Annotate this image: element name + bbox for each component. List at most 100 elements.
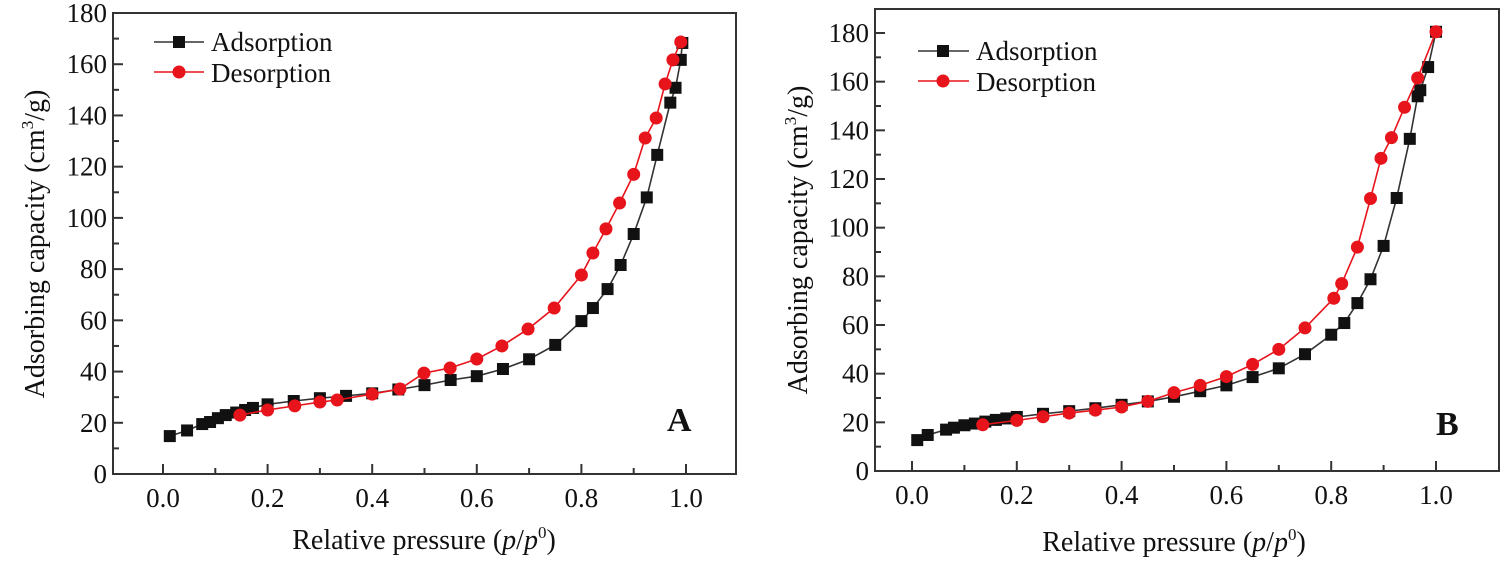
- y-tick-label: 60: [80, 305, 107, 335]
- adsorption-point: [586, 302, 599, 315]
- legend-desorption-marker: [936, 74, 950, 88]
- desorption-point: [1036, 410, 1050, 424]
- adsorption-point: [181, 424, 194, 437]
- adsorption-point: [1390, 191, 1403, 204]
- desorption-point: [674, 35, 688, 49]
- desorption-point: [521, 322, 535, 336]
- adsorption-point: [496, 362, 509, 375]
- legend-adsorption-label: Adsorption: [211, 27, 333, 57]
- y-tick-label: 100: [67, 203, 108, 233]
- adsorption-point: [1414, 84, 1427, 97]
- desorption-point: [1167, 386, 1181, 400]
- x-axis-title: Relative pressure (p/p0): [292, 523, 556, 556]
- series-adsorption: [163, 36, 689, 443]
- y-axis-title: Adsorbing capacity (cm3/g): [781, 86, 814, 395]
- desorption-point: [261, 403, 275, 417]
- desorption-point: [1350, 240, 1364, 254]
- legend-adsorption-marker: [937, 45, 949, 57]
- legend: Adsorption Desorption: [154, 27, 333, 88]
- y-tick-label: 180: [67, 0, 108, 28]
- legend: Adsorption Desorption: [918, 36, 1098, 97]
- x-title-close: ): [546, 525, 555, 556]
- y-tick-label: 160: [829, 67, 870, 97]
- y-tick-label: 80: [842, 261, 869, 291]
- y-tick-label: 100: [829, 213, 870, 243]
- x-tick-label: 0.2: [251, 483, 285, 513]
- desorption-point: [417, 366, 431, 380]
- x-tick-label: 0.0: [895, 480, 929, 510]
- x-axis-title: Relative pressure (p/p0): [1042, 525, 1306, 558]
- desorption-point: [574, 268, 588, 282]
- desorption-point: [393, 382, 407, 396]
- adsorption-point: [575, 315, 588, 328]
- y-tick-label: 40: [80, 357, 107, 387]
- y-axis-title: Adsorbing capacity (cm3/g): [18, 90, 51, 399]
- adsorption-point: [669, 81, 682, 94]
- axes-layer: 0.0 0.2 0.4 0.6 0.8 1.0 0 20 40 60 80 100 120 140 160 1…: [829, 8, 1500, 510]
- x-title-p1: p: [1250, 527, 1266, 558]
- adsorption-point: [418, 379, 431, 392]
- y-tick-label: 0: [856, 456, 870, 486]
- desorption-point: [627, 167, 641, 181]
- x-title-slash: /: [1266, 527, 1274, 558]
- x-title-sup: 0: [1288, 525, 1297, 544]
- adsorption-point: [651, 148, 664, 161]
- desorption-point: [365, 387, 379, 401]
- y-tick-label: 180: [829, 18, 870, 48]
- panel-label: A: [667, 402, 692, 439]
- x-title-main: Relative pressure (: [292, 525, 502, 556]
- desorption-point: [1298, 321, 1312, 335]
- x-tick-label: 1.0: [1419, 480, 1453, 510]
- adsorption-point: [627, 228, 640, 241]
- adsorption-point: [1422, 61, 1435, 74]
- legend-desorption-label: Desorption: [211, 58, 331, 88]
- desorption-point: [443, 361, 457, 375]
- legend-desorption-label: Desorption: [976, 67, 1096, 97]
- desorption-point: [613, 196, 627, 210]
- adsorption-point: [614, 259, 627, 272]
- y-tick-label: 20: [80, 408, 107, 438]
- desorption-point: [1327, 291, 1341, 305]
- desorption-point: [470, 352, 484, 366]
- series-desorption: [233, 35, 688, 422]
- y-tick-label: 60: [842, 310, 869, 340]
- adsorption-point: [921, 428, 934, 441]
- series-desorption: [976, 25, 1443, 432]
- desorption-point: [1088, 403, 1102, 417]
- desorption-point: [330, 393, 344, 407]
- desorption-point: [1219, 370, 1233, 384]
- adsorption-point: [601, 283, 614, 296]
- adsorption-point: [549, 338, 562, 351]
- desorption-point: [1398, 100, 1412, 114]
- y-title-close: /g): [783, 86, 814, 117]
- adsorption-point: [1325, 328, 1338, 341]
- adsorption-point: [444, 374, 457, 387]
- adsorption-point: [947, 421, 960, 434]
- desorption-point: [1062, 406, 1076, 420]
- adsorption-point: [640, 191, 653, 204]
- desorption-point: [1115, 400, 1129, 414]
- adsorption-point: [1338, 317, 1351, 330]
- adsorption-point: [958, 419, 971, 432]
- series-layer: [911, 25, 1443, 447]
- x-title-p2: p: [522, 525, 538, 556]
- desorption-point: [547, 301, 561, 315]
- desorption-point: [1193, 378, 1207, 392]
- x-tick-label: 0.4: [1105, 480, 1139, 510]
- x-title-main: Relative pressure (: [1042, 527, 1252, 558]
- y-tick-label: 20: [842, 407, 869, 437]
- adsorption-point: [163, 430, 176, 443]
- adsorption-point: [1364, 273, 1377, 286]
- desorption-point: [1010, 413, 1024, 427]
- axes-layer: 0.0 0.2 0.4 0.6 0.8 1.0 0 20 40 60 80 100 120 140 160 1…: [67, 0, 737, 513]
- adsorption-point: [664, 96, 677, 109]
- y-tick-label: 120: [829, 164, 870, 194]
- adsorption-point: [1246, 371, 1259, 384]
- adsorption-point: [219, 409, 232, 422]
- desorption-point: [976, 418, 990, 432]
- x-title-sup: 0: [538, 523, 547, 542]
- plot-frame: [874, 8, 1500, 472]
- chart-b: 0.0 0.2 0.4 0.6 0.8 1.0 0 20 40 60 80 100 120 140 160 1…: [781, 8, 1500, 558]
- x-tick-label: 0.6: [1210, 480, 1244, 510]
